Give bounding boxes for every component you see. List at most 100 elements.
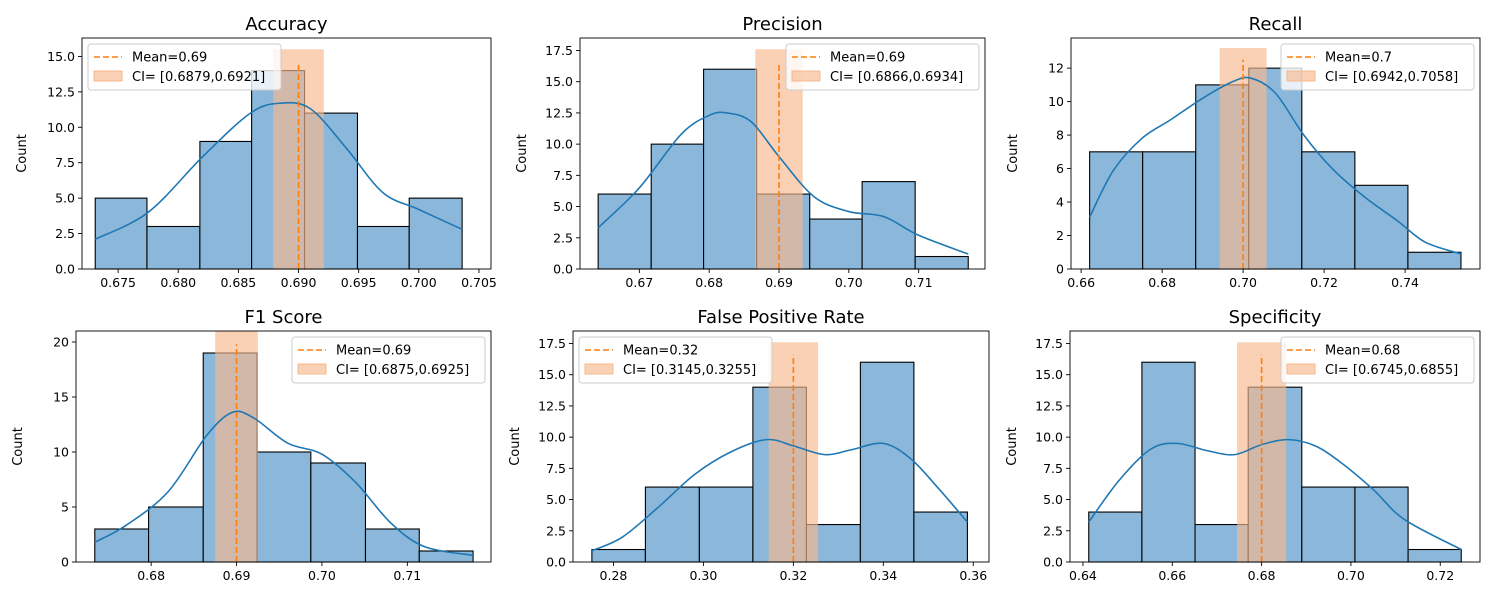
- y-axis-label: Count: [1005, 427, 1020, 466]
- histogram-bar: [1301, 486, 1356, 563]
- x-tick-label: 0.700: [401, 275, 437, 290]
- legend-mean-label: Mean=0.69: [336, 344, 411, 359]
- legend: Mean=0.7 CI= [0.6942,0.7058]: [1280, 43, 1475, 91]
- y-tick-label: 12: [1048, 61, 1064, 76]
- x-tick-label: 0.70: [308, 568, 336, 583]
- x-tick-label: 0.685: [220, 275, 256, 290]
- histogram-panel: 0.68 0.69 0.70 0.71 0 5 10 15 20 F1 Score Count Mea…: [11, 307, 492, 583]
- legend-ci-swatch: [1286, 70, 1316, 82]
- axes-frame: [1070, 37, 1481, 270]
- y-tick-label: 5.0: [1043, 492, 1063, 507]
- y-tick-label: 7.5: [546, 461, 566, 476]
- histogram-panel: 0.66 0.68 0.70 0.72 0.74 0 2 4 6 8 10 12 Recall Count…: [1006, 14, 1481, 290]
- legend: Mean=0.32 CI= [0.3145,0.3255]: [578, 336, 773, 384]
- histogram-bar: [364, 528, 420, 563]
- x-tick-label: 0.66: [1067, 275, 1095, 290]
- y-tick-label: 0.0: [55, 262, 75, 277]
- histogram-bar: [650, 143, 705, 270]
- histogram-bar: [199, 140, 253, 270]
- y-tick-label: 12.5: [545, 105, 573, 120]
- y-tick-label: 10.0: [47, 120, 75, 135]
- y-tick-label: 20: [53, 335, 69, 350]
- x-tick-label: 0.28: [600, 568, 628, 583]
- histogram-bar: [1301, 151, 1356, 270]
- legend-ci-label: CI= [0.6942,0.7058]: [1325, 70, 1458, 85]
- chart-title: F1 Score: [245, 307, 323, 328]
- histogram-bar: [310, 462, 367, 563]
- y-tick-label: 10.0: [1035, 430, 1063, 445]
- y-axis-label: Count: [508, 427, 523, 466]
- histogram-bar: [356, 225, 410, 270]
- chart-title: Specificity: [1229, 307, 1322, 328]
- y-tick-label: 7.5: [1043, 461, 1063, 476]
- legend-ci-swatch: [791, 70, 821, 82]
- histogram-panel: 0.64 0.66 0.68 0.70 0.72 0.0 2.5 5.0 7.5 10.0 12.5…: [1005, 307, 1481, 583]
- kde-curve: [591, 438, 969, 552]
- legend-mean-label: Mean=0.32: [623, 344, 698, 359]
- y-tick-label: 5.0: [553, 199, 573, 214]
- kde-curve: [94, 410, 474, 557]
- histogram-bar: [703, 68, 758, 270]
- y-tick-label: 12.5: [538, 398, 566, 413]
- legend-mean-label: Mean=0.68: [1325, 344, 1400, 359]
- x-tick-label: 0.72: [1426, 568, 1454, 583]
- y-tick-label: 0.0: [546, 555, 566, 570]
- x-tick-label: 0.70: [835, 275, 863, 290]
- histogram-panel: 0.67 0.68 0.69 0.70 0.71 0.0 2.5 5.0 7.5 10.0 12.5…: [515, 14, 986, 290]
- x-tick-label: 0.71: [905, 275, 933, 290]
- legend: Mean=0.69 CI= [0.6875,0.6925]: [291, 336, 486, 384]
- histogram-panel: 0.675 0.680 0.685 0.690 0.695 0.700 0.705 0.0 2.…: [15, 14, 497, 290]
- legend-box: [1280, 336, 1475, 384]
- legend-mean-label: Mean=0.69: [132, 51, 207, 66]
- histogram-bar: [148, 506, 204, 563]
- axes-frame: [1069, 330, 1481, 563]
- histogram-bar: [1141, 361, 1196, 563]
- ci-band: [215, 331, 258, 562]
- y-tick-label: 17.5: [545, 43, 573, 58]
- histogram-bar: [913, 511, 968, 563]
- legend: Mean=0.69 CI= [0.6866,0.6934]: [785, 43, 980, 91]
- y-tick-label: 2.5: [553, 230, 573, 245]
- y-axis-label: Count: [11, 427, 26, 466]
- legend-mean-label: Mean=0.69: [830, 51, 905, 66]
- histogram-bar: [809, 218, 863, 270]
- legend-ci-label: CI= [0.6879,0.6921]: [132, 70, 265, 85]
- histogram-bar: [597, 193, 652, 270]
- histogram-bar: [644, 486, 700, 563]
- histogram-bar: [698, 486, 754, 563]
- legend-ci-label: CI= [0.6875,0.6925]: [336, 363, 469, 378]
- histogram-bar: [1142, 151, 1197, 270]
- axes-frame: [75, 330, 492, 563]
- x-tick-label: 0.690: [281, 275, 317, 290]
- chart-title: Recall: [1249, 14, 1303, 35]
- histogram-bar: [861, 181, 916, 270]
- x-tick-label: 0.69: [765, 275, 793, 290]
- histogram-bar: [94, 197, 148, 270]
- legend-ci-label: CI= [0.6866,0.6934]: [830, 70, 963, 85]
- x-tick-label: 0.68: [1248, 568, 1276, 583]
- y-tick-label: 8: [1056, 128, 1064, 143]
- x-tick-label: 0.675: [100, 275, 136, 290]
- legend-box: [578, 336, 773, 384]
- y-tick-label: 6: [1056, 161, 1064, 176]
- histogram-bar: [1407, 548, 1462, 563]
- y-tick-label: 2.5: [546, 523, 566, 538]
- histogram-bar: [1407, 251, 1462, 270]
- kde-curve: [597, 111, 969, 255]
- x-tick-label: 0.66: [1158, 568, 1186, 583]
- kde-curve: [1088, 76, 1462, 255]
- y-tick-label: 5: [61, 500, 69, 515]
- x-tick-label: 0.34: [869, 568, 897, 583]
- legend-mean-label: Mean=0.7: [1325, 51, 1392, 66]
- x-tick-label: 0.69: [223, 568, 251, 583]
- axes-frame: [81, 37, 492, 270]
- y-tick-label: 5.0: [546, 492, 566, 507]
- x-tick-label: 0.68: [695, 275, 723, 290]
- y-tick-label: 12.5: [1035, 398, 1063, 413]
- x-tick-label: 0.36: [959, 568, 987, 583]
- y-tick-label: 7.5: [55, 155, 75, 170]
- histogram-bar: [591, 548, 646, 563]
- y-tick-label: 2: [1056, 228, 1064, 243]
- legend-ci-swatch: [584, 363, 614, 375]
